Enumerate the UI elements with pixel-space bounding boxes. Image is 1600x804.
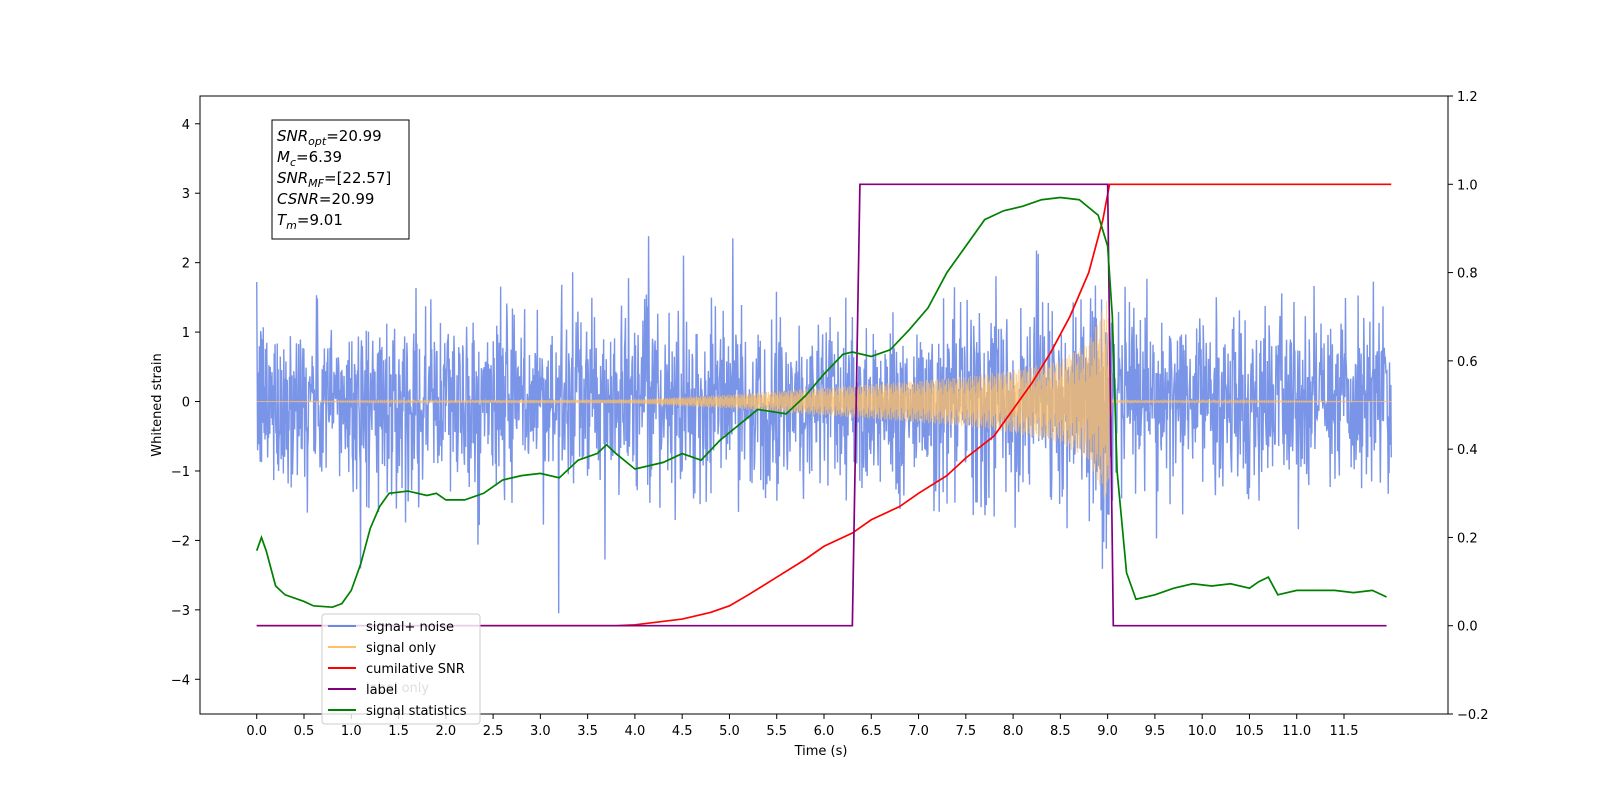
- series-layer: [255, 183, 1392, 627]
- legend-label: signal+ noise: [366, 620, 454, 635]
- annotation-box-frame: [271, 119, 410, 240]
- legend-label: signal statistics: [366, 704, 467, 719]
- x-tick-label: 2.0: [435, 724, 456, 739]
- annotation-line: Mc=6.39: [277, 148, 342, 169]
- legend-label: cumilative SNR: [366, 662, 465, 677]
- x-tick-label: 0.0: [246, 724, 267, 739]
- y-tick-label: −1: [171, 465, 190, 480]
- x-tick-label: 5.0: [719, 724, 740, 739]
- annotation-line: SNRopt=20.99: [277, 127, 382, 148]
- x-tick-label: 7.0: [908, 724, 929, 739]
- x-tick-label: 9.5: [1145, 724, 1166, 739]
- x-tick-label: 4.5: [672, 724, 693, 739]
- y-tick-label: −3: [171, 604, 190, 619]
- x-axis-label: Time (s): [794, 744, 848, 759]
- y-tick-label: 2: [182, 257, 190, 272]
- x-tick-label: 6.0: [814, 724, 835, 739]
- y2-tick-label: 0.0: [1457, 620, 1478, 635]
- y-tick-label: −2: [171, 534, 190, 549]
- x-tick-label: 9.0: [1097, 724, 1118, 739]
- x-tick-label: 11.0: [1282, 724, 1311, 739]
- annotation-line: SNRMF=[22.57]: [277, 169, 391, 190]
- y-tick-label: 4: [182, 118, 190, 133]
- x-axis: 0.0 0.5 1.0 1.5 2.0 2.5 3.0 3.5 4.0 4.5 5.0 5.5 6.0 6…: [246, 714, 1358, 739]
- x-tick-label: 11.5: [1330, 724, 1359, 739]
- y2-tick-label: 1.0: [1457, 178, 1478, 193]
- y2-tick-label: 0.4: [1457, 443, 1478, 458]
- legend-label: label: [366, 683, 397, 698]
- x-tick-label: 3.5: [577, 724, 598, 739]
- x-tick-label: 6.5: [861, 724, 882, 739]
- x-tick-label: 5.5: [766, 724, 787, 739]
- y2-tick-label: 0.2: [1457, 531, 1478, 546]
- legend-frame: [321, 613, 481, 725]
- x-tick-label: 8.5: [1050, 724, 1071, 739]
- y2-tick-label: 0.6: [1457, 355, 1478, 370]
- legend-ghost-label: label only: [366, 681, 429, 696]
- series-signal-statistics: [255, 196, 1387, 609]
- x-tick-label: 10.0: [1188, 724, 1217, 739]
- y-axis-right: −0.2 0.0 0.2 0.4 0.6 0.8 1.0 1.2: [1448, 90, 1489, 723]
- series-cumilative-snr: [256, 183, 1392, 627]
- legend: label only signal+ noise signal only cumila…: [321, 613, 481, 725]
- series-signal-only: [256, 300, 1392, 498]
- y-axis-left: −4 −3 −2 −1 0 1 2 3 4: [171, 118, 200, 688]
- x-tick-label: 8.0: [1003, 724, 1024, 739]
- y-tick-label: 1: [182, 326, 190, 341]
- annotation-line: CSNR=20.99: [277, 190, 374, 208]
- x-tick-label: 0.5: [294, 724, 315, 739]
- y-tick-label: −4: [171, 673, 190, 688]
- x-tick-label: 1.0: [341, 724, 362, 739]
- x-tick-label: 7.5: [955, 724, 976, 739]
- legend-label: signal only: [366, 641, 436, 656]
- series-label: [256, 183, 1387, 627]
- x-tick-label: 1.5: [388, 724, 409, 739]
- x-tick-label: 3.0: [530, 724, 551, 739]
- x-tick-label: 10.5: [1235, 724, 1264, 739]
- annotation-line: Tm=9.01: [277, 211, 343, 232]
- y-tick-label: 0: [182, 396, 190, 411]
- annotation-box: SNRopt=20.99Mc=6.39SNRMF=[22.57]CSNR=20.…: [271, 119, 410, 240]
- y-axis-label: Whitened strain: [150, 353, 165, 456]
- y-tick-label: 3: [182, 187, 190, 202]
- x-tick-label: 4.0: [625, 724, 646, 739]
- x-tick-label: 2.5: [483, 724, 504, 739]
- y2-tick-label: 1.2: [1457, 90, 1478, 105]
- y2-tick-label: −0.2: [1457, 708, 1489, 723]
- y2-tick-label: 0.8: [1457, 267, 1478, 282]
